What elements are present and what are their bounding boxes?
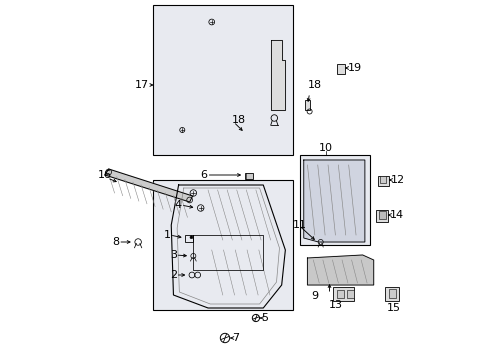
Text: 13: 13: [328, 300, 342, 310]
Text: 16: 16: [98, 170, 111, 180]
Polygon shape: [303, 160, 364, 242]
Polygon shape: [270, 40, 285, 110]
Text: 9: 9: [310, 291, 318, 301]
Bar: [336, 64, 344, 75]
Circle shape: [190, 236, 192, 239]
Text: 8: 8: [112, 237, 119, 247]
Bar: [300, 155, 369, 245]
Bar: [185, 235, 193, 242]
Text: 17: 17: [134, 80, 148, 90]
Bar: [378, 211, 386, 219]
Text: 4: 4: [175, 200, 182, 210]
Text: 2: 2: [169, 270, 177, 280]
Bar: [388, 289, 396, 298]
Bar: [380, 176, 385, 183]
Text: 10: 10: [318, 143, 332, 153]
Text: 5: 5: [261, 313, 267, 323]
Bar: [153, 5, 292, 155]
Text: 11: 11: [292, 220, 306, 230]
Text: 18: 18: [307, 80, 321, 90]
Bar: [304, 100, 310, 110]
Text: 3: 3: [169, 250, 177, 260]
Text: 7: 7: [232, 333, 239, 343]
Bar: [153, 180, 292, 310]
Bar: [377, 176, 388, 186]
Text: 1: 1: [163, 230, 170, 240]
Bar: [346, 290, 353, 298]
Text: 6: 6: [200, 170, 207, 180]
Polygon shape: [307, 255, 373, 285]
Text: 19: 19: [347, 63, 361, 73]
Text: 18: 18: [231, 115, 245, 125]
Bar: [375, 210, 387, 222]
Text: 14: 14: [389, 210, 403, 220]
Bar: [385, 287, 398, 301]
Text: 12: 12: [390, 175, 405, 185]
Bar: [336, 290, 343, 298]
Text: 15: 15: [386, 303, 401, 313]
Polygon shape: [105, 169, 192, 202]
Bar: [244, 173, 252, 179]
Bar: [333, 287, 354, 301]
